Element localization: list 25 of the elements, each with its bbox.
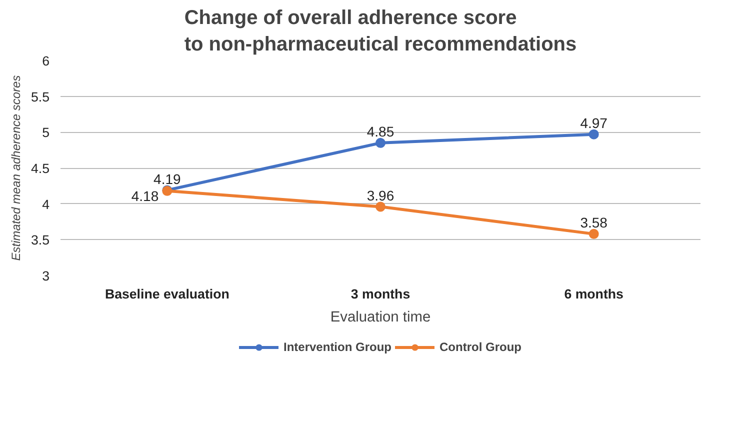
y-tick-label: 4 (42, 196, 50, 212)
x-tick-label: 6 months (564, 286, 624, 302)
x-axis-title: Evaluation time (330, 310, 431, 326)
data-label: 4.97 (580, 114, 608, 131)
x-tick-label: Baseline evaluation (104, 286, 230, 302)
data-label: 4.19 (154, 170, 182, 187)
point (376, 202, 386, 212)
data-label: 3.58 (580, 214, 608, 230)
data-label: 3.96 (366, 187, 394, 204)
point (376, 138, 386, 148)
y-axis-title: Estimated mean adherence scores (8, 75, 23, 261)
x-tick-label: 3 months (350, 286, 410, 302)
legend-label: Intervention Group (284, 340, 392, 354)
y-tick-label: 5.5 (30, 89, 50, 104)
data-label: 4.18 (131, 188, 159, 204)
chart-title: Change of overall adherence score to non-pharmaceutical recommendations (184, 7, 577, 56)
y-tick-label: 4.5 (30, 161, 50, 176)
y-tick-label: 6 (42, 54, 50, 68)
y-tick-label: 3.5 (30, 232, 50, 248)
point (588, 228, 599, 239)
y-tick-label: 3 (42, 268, 50, 284)
point (588, 129, 599, 140)
data-label: 4.85 (366, 123, 394, 140)
legend-label: Control Group (440, 340, 522, 354)
y-tick-label: 5 (42, 125, 50, 140)
